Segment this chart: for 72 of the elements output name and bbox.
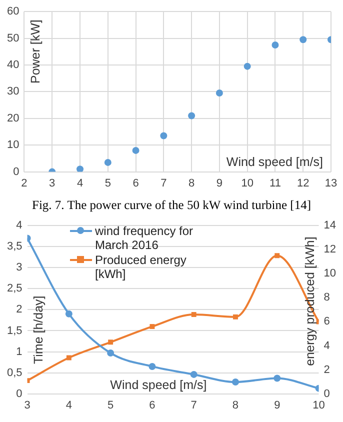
y-axis-title: Power [kW] [28,20,43,84]
x-tick-label: 7 [160,177,167,190]
y-tick-label: 0,5 [6,366,22,379]
x-tick-label: 9 [216,177,223,190]
y2-tick-label: 8 [324,292,330,304]
y-tick-label: 50 [6,32,20,44]
point [104,158,112,166]
point [148,362,156,370]
point [233,314,238,320]
y2-tick-label: 0 [324,388,330,400]
y-tick-label: 1,5 [6,324,22,337]
y2-tick-label: 12 [324,244,336,256]
y-tick-label: 10 [6,139,20,152]
x-tick-label: 10 [241,177,254,190]
y2-axis-title: energy produced [kWh] [303,236,318,366]
x-tick-label: 8 [232,399,239,412]
y2-tick-label: 4 [324,340,330,352]
point [160,132,168,140]
x-tick-label: 9 [274,399,280,412]
point [76,166,84,172]
point [107,350,114,357]
y-tick-label: 40 [6,59,20,72]
x-tick-label: 5 [108,399,114,412]
x-axis-title: Wind speed [m/s] [226,155,323,170]
point [108,340,114,345]
x-tick-label: 3 [24,399,30,412]
x-tick-label: 5 [104,177,111,190]
point [150,324,155,329]
y-tick-label: 2,5 [6,282,22,295]
x-tick-label: 6 [149,399,156,412]
caption: Fig. 7. The power curve of the 50 kW wind turbine [14] [31,197,312,214]
point [300,36,307,44]
y2-tick-label: 2 [324,364,330,376]
y-tick-label: 30 [6,86,20,98]
point [274,374,281,382]
x-tick-label: 10 [312,399,325,412]
point [274,253,280,258]
y-tick-label: 3,5 [6,240,22,253]
x-axis-title: Wind speed [m/s] [110,378,207,392]
x-tick-label: 7 [190,399,197,412]
x-tick-label: 3 [49,177,56,190]
point [190,370,198,378]
point [191,312,196,317]
point [65,310,72,318]
x-tick-label: 4 [66,399,72,412]
x-tick-label: 8 [188,177,195,190]
x-tick-label: 6 [132,177,139,190]
y-tick-label: 20 [6,112,20,124]
point [66,355,72,360]
point [188,112,196,120]
legend-label: wind frequency for March 2016 [95,224,194,252]
y-tick-label: 1 [16,346,22,358]
y2-tick-label: 6 [324,316,330,328]
y-tick-label: 2 [16,304,22,316]
point [244,62,251,70]
x-tick-label: 11 [270,177,281,190]
y-tick-label: 3 [16,262,22,274]
x-tick-label: 13 [324,177,338,190]
point [216,90,223,97]
point [132,146,140,154]
y2-tick-label: 14 [324,220,336,232]
point [272,41,279,48]
legend-label: Produced energy [kWh] [95,253,188,281]
y2-tick-label: 10 [324,268,336,280]
x-tick-label: 12 [296,177,310,190]
y-tick-label: 4 [16,220,22,232]
y-axis-title: Time [h/day] [32,296,46,364]
point [232,378,239,386]
y-tick-label: 0 [13,166,20,178]
y-tick-label: 0 [16,388,22,400]
x-tick-label: 4 [76,177,84,190]
y-tick-label: 60 [6,6,20,18]
